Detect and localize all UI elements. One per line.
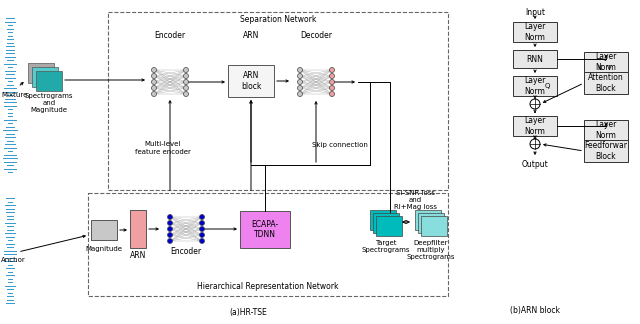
Circle shape bbox=[200, 226, 205, 232]
Text: Skip connection: Skip connection bbox=[312, 142, 368, 148]
Text: Target
Spectrograms: Target Spectrograms bbox=[362, 240, 410, 253]
Circle shape bbox=[298, 86, 303, 90]
Circle shape bbox=[200, 214, 205, 219]
Circle shape bbox=[530, 139, 540, 149]
Text: SI-SNR loss
and
RI+Mag loss: SI-SNR loss and RI+Mag loss bbox=[394, 190, 436, 210]
Bar bbox=[584, 52, 628, 72]
Bar bbox=[418, 213, 444, 233]
Circle shape bbox=[168, 226, 173, 232]
Bar bbox=[513, 22, 557, 42]
Bar bbox=[584, 140, 628, 162]
Text: Feedforwar
Block: Feedforwar Block bbox=[584, 141, 627, 161]
Text: Encoder: Encoder bbox=[170, 248, 202, 257]
Text: Decoder: Decoder bbox=[300, 30, 332, 40]
Bar bbox=[108, 12, 448, 190]
Circle shape bbox=[330, 67, 335, 73]
Circle shape bbox=[330, 79, 335, 85]
Circle shape bbox=[168, 221, 173, 226]
Circle shape bbox=[330, 74, 335, 78]
Text: Mixture: Mixture bbox=[1, 92, 28, 98]
Circle shape bbox=[200, 221, 205, 226]
Bar bbox=[370, 210, 396, 230]
Bar bbox=[584, 72, 628, 94]
Text: ECAPA-
TDNN: ECAPA- TDNN bbox=[252, 220, 278, 239]
Text: ARN
block: ARN block bbox=[241, 71, 261, 91]
Circle shape bbox=[298, 79, 303, 85]
Text: Layer
Norm: Layer Norm bbox=[524, 76, 546, 96]
Circle shape bbox=[200, 233, 205, 237]
Bar bbox=[376, 216, 402, 236]
Circle shape bbox=[152, 67, 157, 73]
Bar bbox=[32, 67, 58, 87]
Text: Magnitude: Magnitude bbox=[86, 246, 122, 252]
Text: ARN: ARN bbox=[243, 30, 259, 40]
Bar bbox=[88, 193, 448, 296]
Bar bbox=[513, 50, 557, 68]
Circle shape bbox=[184, 67, 189, 73]
Text: Attention
Block: Attention Block bbox=[588, 73, 624, 93]
Circle shape bbox=[152, 86, 157, 90]
Circle shape bbox=[168, 233, 173, 237]
Circle shape bbox=[184, 86, 189, 90]
Circle shape bbox=[184, 74, 189, 78]
Text: Layer
Norm: Layer Norm bbox=[595, 52, 617, 72]
Circle shape bbox=[152, 74, 157, 78]
Text: ARN: ARN bbox=[130, 250, 146, 260]
Circle shape bbox=[200, 238, 205, 244]
Text: (a)HR-TSE: (a)HR-TSE bbox=[229, 307, 267, 317]
Text: Spectrograms
and
Magnitude: Spectrograms and Magnitude bbox=[25, 93, 73, 113]
Text: Anchor: Anchor bbox=[1, 257, 26, 263]
Text: Layer
Norm: Layer Norm bbox=[524, 22, 546, 42]
Bar bbox=[373, 213, 399, 233]
Circle shape bbox=[152, 79, 157, 85]
Bar bbox=[513, 76, 557, 96]
Bar bbox=[415, 210, 441, 230]
Bar bbox=[228, 65, 274, 97]
Text: Encoder: Encoder bbox=[154, 30, 186, 40]
Circle shape bbox=[298, 67, 303, 73]
Circle shape bbox=[184, 91, 189, 97]
Circle shape bbox=[298, 74, 303, 78]
Text: Layer
Norm: Layer Norm bbox=[524, 116, 546, 136]
Bar bbox=[28, 63, 54, 83]
Bar bbox=[91, 220, 117, 240]
Text: V: V bbox=[607, 65, 612, 71]
Circle shape bbox=[184, 79, 189, 85]
Text: Q: Q bbox=[544, 83, 550, 89]
Circle shape bbox=[298, 91, 303, 97]
Text: (b)ARN block: (b)ARN block bbox=[510, 306, 560, 315]
Bar bbox=[240, 211, 290, 248]
Bar bbox=[130, 210, 146, 248]
Text: Hierarchical Representation Network: Hierarchical Representation Network bbox=[197, 282, 339, 291]
Bar bbox=[421, 216, 447, 236]
Circle shape bbox=[152, 91, 157, 97]
Text: Multi-level
feature encoder: Multi-level feature encoder bbox=[135, 142, 191, 155]
Text: Layer
Norm: Layer Norm bbox=[595, 120, 617, 140]
Text: RNN: RNN bbox=[527, 54, 543, 64]
Bar bbox=[513, 116, 557, 136]
Text: K: K bbox=[598, 65, 602, 71]
Bar bbox=[584, 120, 628, 140]
Circle shape bbox=[330, 86, 335, 90]
Bar bbox=[36, 71, 62, 91]
Circle shape bbox=[168, 238, 173, 244]
Text: Input: Input bbox=[525, 8, 545, 17]
Circle shape bbox=[530, 99, 540, 109]
Circle shape bbox=[168, 214, 173, 219]
Text: Output: Output bbox=[522, 160, 548, 169]
Text: Deepfilter
multiply
Spectrograms: Deepfilter multiply Spectrograms bbox=[407, 240, 455, 260]
Text: Separation Network: Separation Network bbox=[240, 15, 316, 24]
Circle shape bbox=[330, 91, 335, 97]
